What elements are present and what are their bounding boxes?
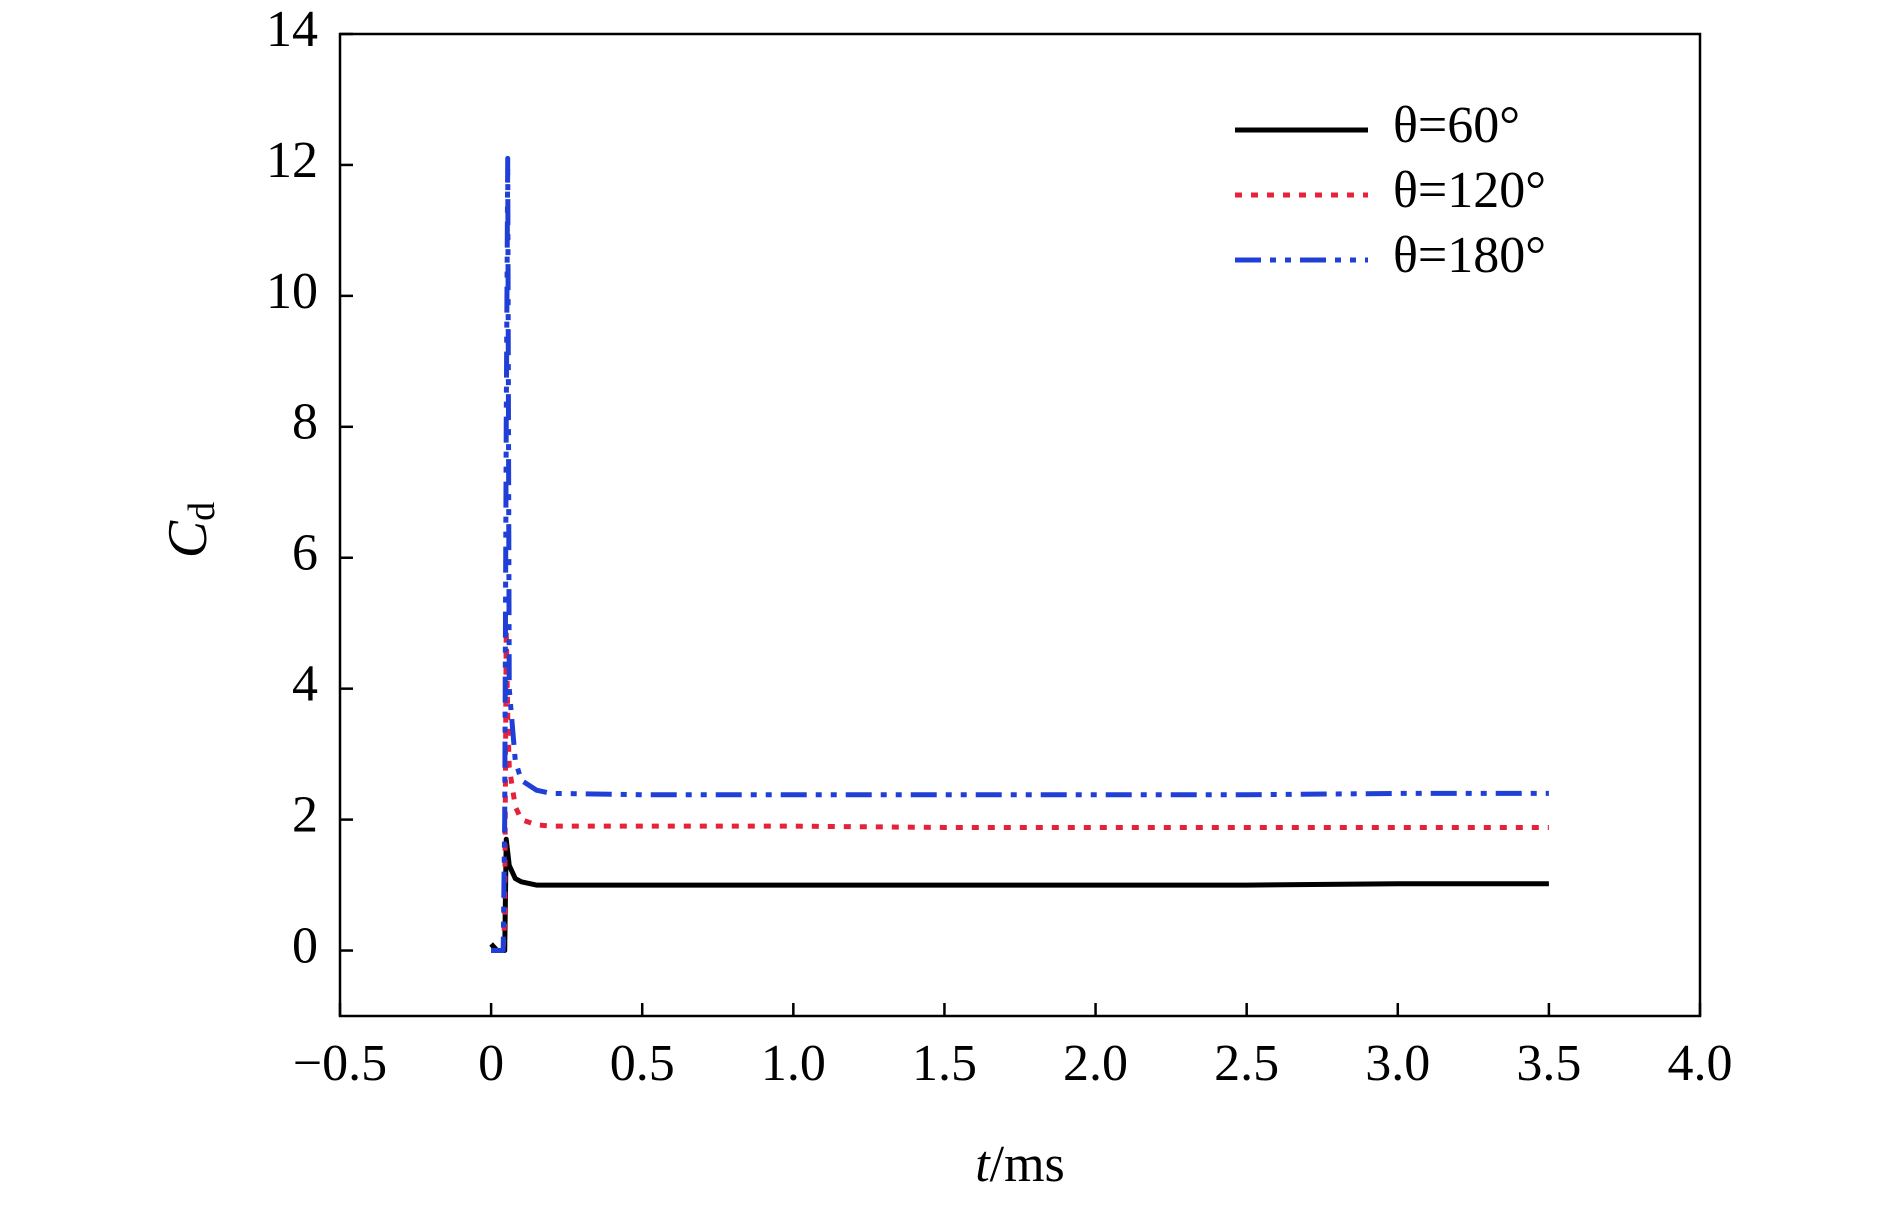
x-label-unit: /ms: [990, 1136, 1065, 1193]
series-line: [491, 627, 1549, 954]
plot-frame: [338, 32, 1702, 1018]
legend-label: θ=120°: [1393, 162, 1546, 219]
y-tick-label: 12: [266, 132, 318, 189]
x-tick-label: 0: [478, 1035, 504, 1092]
x-tick-label: −0.5: [293, 1035, 387, 1092]
x-label-main: t: [975, 1136, 991, 1193]
x-tick-label: 1.0: [761, 1035, 826, 1092]
y-tick-label: 6: [292, 525, 318, 582]
legend-label: θ=60°: [1393, 97, 1520, 154]
x-tick-label: 1.5: [912, 1035, 977, 1092]
y-tick-label: 0: [292, 917, 318, 974]
x-tick-label: 3.0: [1365, 1035, 1430, 1092]
series-line: [489, 836, 1549, 954]
legend-label: θ=180°: [1393, 227, 1546, 284]
x-axis-label: t/ms: [975, 1136, 1065, 1193]
y-label-sub: d: [181, 502, 223, 521]
x-tick-label: 2.5: [1214, 1035, 1279, 1092]
y-tick-label: 4: [292, 656, 318, 713]
y-tick-label: 2: [292, 787, 318, 844]
y-axis-label: Cd: [157, 502, 223, 558]
x-tick-label: 0.5: [610, 1035, 675, 1092]
y-tick-label: 10: [266, 263, 318, 320]
series-line: [491, 155, 1549, 954]
x-tick-label: 4.0: [1668, 1035, 1733, 1092]
x-tick-label: 2.0: [1063, 1035, 1128, 1092]
x-tick-label: 3.5: [1516, 1035, 1581, 1092]
y-tick-label: 8: [292, 394, 318, 451]
y-label-main: C: [157, 520, 219, 558]
y-tick-label: 14: [266, 1, 318, 58]
